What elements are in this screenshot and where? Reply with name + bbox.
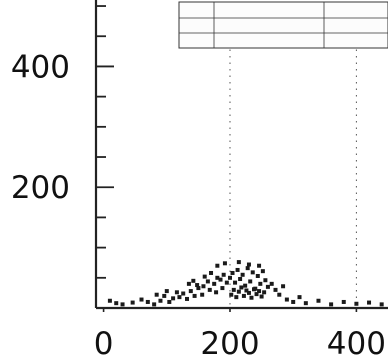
data-point	[224, 280, 229, 285]
data-point	[291, 299, 296, 304]
data-point	[297, 295, 302, 300]
data-point	[303, 301, 308, 306]
data-point	[249, 295, 254, 300]
data-point	[186, 281, 191, 286]
data-point	[209, 270, 214, 275]
x-tick-label: 400	[327, 326, 386, 360]
data-point	[250, 270, 255, 275]
data-point	[281, 284, 286, 289]
data-point	[227, 275, 232, 280]
data-point	[246, 290, 251, 295]
data-point	[201, 284, 206, 289]
data-point	[367, 300, 372, 305]
data-point	[191, 278, 196, 283]
data-point	[241, 293, 246, 298]
y-tick-label: 200	[11, 170, 70, 206]
data-point	[154, 292, 159, 297]
data-point	[215, 263, 220, 268]
data-point	[263, 278, 268, 283]
data-point	[258, 281, 263, 286]
data-point	[218, 277, 223, 282]
data-point	[207, 287, 212, 292]
data-point	[215, 275, 220, 280]
data-point	[200, 292, 205, 297]
data-point	[257, 289, 262, 294]
data-point	[152, 302, 157, 307]
data-point	[114, 301, 119, 306]
data-point	[240, 272, 245, 277]
data-point	[277, 292, 282, 297]
data-point	[162, 293, 167, 298]
data-point	[229, 292, 234, 297]
data-point	[220, 286, 225, 291]
tick-labels: 0 200 400 200 400	[11, 49, 386, 360]
data-point	[255, 273, 260, 278]
data-point	[234, 295, 239, 300]
data-point	[245, 266, 250, 271]
data-point	[246, 262, 251, 267]
data-point	[139, 297, 144, 302]
data-point	[238, 277, 243, 282]
data-point	[316, 298, 321, 303]
data-point	[260, 269, 265, 274]
axes	[94, 0, 388, 310]
data-points	[107, 260, 384, 307]
data-point	[120, 302, 125, 307]
data-point	[254, 292, 259, 297]
table-frame	[178, 1, 388, 49]
data-point	[269, 281, 274, 286]
data-point	[354, 301, 359, 306]
data-point	[341, 299, 346, 304]
data-point	[167, 299, 172, 304]
y-tick-label: 400	[11, 49, 70, 85]
data-point	[222, 261, 227, 266]
data-point	[145, 299, 150, 304]
data-point	[195, 283, 200, 288]
data-point	[130, 300, 135, 305]
data-point	[259, 294, 264, 299]
data-point	[177, 295, 182, 300]
data-point	[174, 290, 179, 295]
data-point	[231, 287, 236, 292]
data-point	[233, 280, 238, 285]
data-point	[192, 293, 197, 298]
data-point	[188, 289, 193, 294]
data-point	[329, 302, 334, 307]
data-point	[236, 289, 241, 294]
data-point	[212, 281, 217, 286]
data-point	[230, 270, 235, 275]
data-point	[196, 286, 201, 291]
data-point	[214, 290, 219, 295]
data-point	[158, 298, 163, 303]
data-point	[265, 284, 270, 289]
data-point	[236, 260, 241, 265]
data-point	[239, 285, 244, 290]
data-point	[107, 298, 112, 303]
data-point	[252, 287, 257, 292]
data-point	[171, 296, 176, 301]
data-point	[243, 283, 248, 288]
data-point	[221, 272, 226, 277]
x-tick-label: 200	[200, 326, 259, 360]
tick-marks	[96, 5, 358, 312]
data-point	[181, 291, 186, 296]
summary-table	[178, 1, 388, 49]
data-point	[205, 279, 210, 284]
x-tick-label: 0	[94, 326, 114, 360]
data-point	[284, 297, 289, 302]
data-point	[244, 288, 249, 293]
data-point	[185, 296, 190, 301]
data-point	[379, 302, 384, 307]
data-point	[273, 287, 278, 292]
data-point	[235, 267, 240, 272]
data-point	[164, 289, 169, 294]
data-point	[248, 279, 253, 284]
data-point	[202, 274, 207, 279]
data-point	[262, 290, 267, 295]
data-point	[257, 263, 262, 268]
